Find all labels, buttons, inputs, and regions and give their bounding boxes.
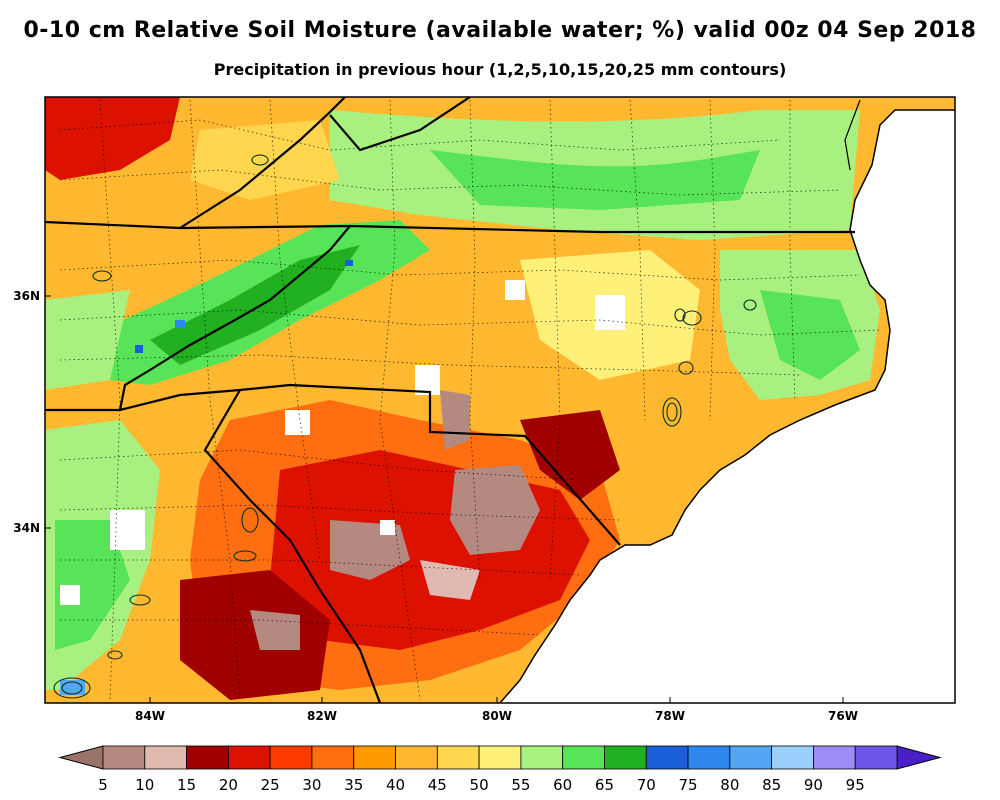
colorbar-label: 30	[302, 776, 321, 794]
colorbar-label: 60	[553, 776, 572, 794]
colorbar-label: 15	[177, 776, 196, 794]
colorbar-label: 25	[261, 776, 280, 794]
colorbar-label: 20	[219, 776, 238, 794]
delmarva-coast	[844, 99, 861, 171]
colorbar-label: 45	[428, 776, 447, 794]
chart-title: 0-10 cm Relative Soil Moisture (availabl…	[23, 18, 977, 43]
colorbar-label: 55	[511, 776, 530, 794]
colorbar-swatch	[478, 745, 522, 770]
colorbar-swatch	[645, 745, 689, 770]
colorbar-label: 90	[804, 776, 823, 794]
colorbar-label: 10	[135, 776, 154, 794]
chart-subtitle: Precipitation in previous hour (1,2,5,10…	[213, 60, 787, 79]
state-borders	[45, 97, 855, 703]
colorbar-label: 80	[720, 776, 739, 794]
lon-tick-label: 78W	[655, 709, 685, 723]
colorbar-swatch	[353, 745, 396, 770]
colorbar-label: 70	[637, 776, 656, 794]
colorbar-swatch	[395, 745, 438, 770]
colorbar-swatch	[311, 745, 355, 770]
lon-tick-label: 76W	[828, 709, 858, 723]
colorbar-label: 65	[595, 776, 614, 794]
colorbar-swatch	[604, 745, 647, 770]
colorbar-over-arrow	[896, 745, 942, 770]
colorbar-label: 85	[762, 776, 781, 794]
colorbar-label: 40	[386, 776, 405, 794]
colorbar-swatch	[186, 745, 229, 770]
lon-tick-label: 80W	[482, 709, 512, 723]
colorbar-swatch	[269, 745, 313, 770]
coastline	[499, 109, 955, 704]
colorbar-label: 50	[470, 776, 489, 794]
colorbar-label: 75	[679, 776, 698, 794]
plot-frame	[44, 96, 956, 704]
colorbar-swatch	[771, 745, 814, 770]
colorbar-under-arrow	[58, 745, 104, 770]
colorbar-label: 35	[344, 776, 363, 794]
lat-tick-label: 34N	[13, 521, 40, 535]
colorbar-swatch	[687, 745, 731, 770]
colorbar-label: 5	[98, 776, 108, 794]
lon-tick-label: 82W	[307, 709, 337, 723]
colorbar-swatch	[562, 745, 605, 770]
colorbar: 5 10 15 20 25 30 35 40 45 50 55 60 65 70 75 80 85 90 95	[58, 745, 942, 794]
lat-tick-label: 36N	[13, 289, 40, 303]
colorbar-swatch	[813, 745, 856, 770]
lon-tick-label: 84W	[135, 709, 165, 723]
colorbar-swatch	[729, 745, 773, 770]
colorbar-swatch	[227, 745, 271, 770]
colorbar-swatch	[436, 745, 480, 770]
colorbar-swatch	[854, 745, 898, 770]
county-lines	[59, 99, 881, 701]
colorbar-swatch	[102, 745, 146, 770]
latitude-axis: 36N 34N	[13, 289, 51, 535]
colorbar-swatch	[144, 745, 187, 770]
colorbar-label: 95	[846, 776, 865, 794]
longitude-axis: 84W 82W 80W 78W 76W	[135, 697, 858, 723]
precip-contours	[53, 154, 757, 699]
colorbar-swatch	[520, 745, 564, 770]
